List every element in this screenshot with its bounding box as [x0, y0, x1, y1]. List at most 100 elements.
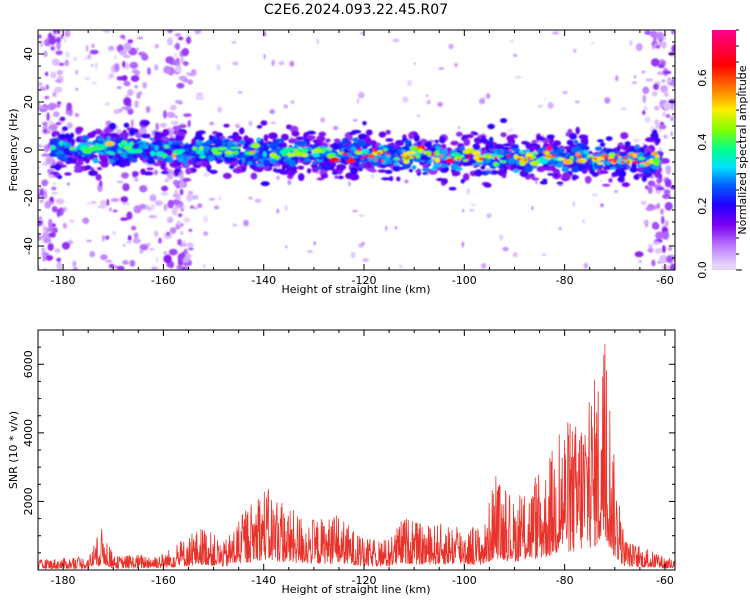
- spectrogram-cell: [50, 35, 56, 40]
- spectrogram-cell: [188, 228, 193, 232]
- spectrogram-cell: [284, 205, 288, 211]
- spectrogram-cell: [583, 262, 589, 269]
- spectrogram-cell: [578, 166, 587, 171]
- spectrogram-xtick-label: -180: [51, 274, 76, 287]
- spectrogram-cell: [624, 141, 631, 147]
- spectrogram-cell: [531, 139, 539, 144]
- spectrogram-cell: [463, 138, 471, 146]
- spectrogram-cell: [139, 249, 144, 254]
- spectrogram-cell: [329, 157, 340, 163]
- spectrogram-cell: [48, 123, 58, 132]
- spectrogram-cell: [320, 148, 326, 154]
- spectrogram-cell: [183, 113, 192, 118]
- spectrogram-cell: [432, 163, 441, 168]
- spectrogram-cell: [134, 100, 139, 108]
- spectrogram-cell: [668, 246, 673, 251]
- spectrogram-cell: [149, 248, 155, 251]
- spectrogram-cell: [366, 143, 371, 147]
- spectrogram-cell: [661, 215, 665, 225]
- spectrogram-cell: [149, 137, 155, 141]
- spectrogram-cell: [122, 260, 129, 265]
- spectrogram-cell: [483, 182, 492, 188]
- spectrogram-cell: [507, 158, 516, 164]
- spectrogram-cell: [487, 123, 495, 130]
- spectrogram-cell: [498, 165, 505, 170]
- spectrogram-cell: [361, 241, 365, 246]
- spectrogram-cell: [480, 135, 487, 139]
- spectrogram-cell: [101, 234, 106, 242]
- spectrogram-cell: [215, 132, 223, 137]
- spectrogram-cell: [536, 136, 545, 141]
- spectrogram-cell: [78, 153, 83, 160]
- spectrogram-cell: [610, 167, 616, 170]
- spectrogram-cell: [257, 153, 265, 160]
- spectrogram-cell: [371, 153, 374, 157]
- spectrogram-cell: [73, 56, 77, 62]
- spectrogram-cell: [247, 161, 253, 165]
- spectrogram-cell: [238, 159, 243, 166]
- spectrogram-cell: [237, 155, 242, 159]
- spectrogram-cell: [57, 101, 62, 105]
- spectrogram-cell: [132, 171, 139, 177]
- spectrogram-cell: [224, 154, 234, 157]
- spectrogram-cell: [394, 226, 398, 230]
- spectrogram-cell: [179, 181, 186, 188]
- spectrogram-cell: [663, 189, 671, 195]
- spectrogram-cell: [112, 157, 119, 161]
- spectrogram-cell: [389, 176, 394, 182]
- spectrogram-cell: [342, 137, 349, 144]
- spectrogram-cell: [177, 131, 186, 137]
- spectrogram-cell: [137, 36, 144, 40]
- spectrogram-cell: [88, 170, 98, 177]
- spectrogram-cell: [260, 181, 270, 187]
- spectrogram-cell: [643, 106, 648, 111]
- spectrogram-cell: [255, 163, 265, 167]
- spectrogram-cell: [120, 196, 129, 203]
- spectrogram-cell: [430, 153, 436, 156]
- spectrogram-cell: [618, 152, 627, 157]
- spectrogram-cell: [159, 122, 167, 128]
- spectrogram-cell: [147, 67, 151, 76]
- spectrogram-cell: [596, 162, 604, 165]
- spectrogram-cell: [633, 160, 638, 164]
- spectrogram-cell: [434, 150, 440, 156]
- spectrogram-cell: [117, 148, 123, 152]
- spectrogram-cell: [420, 156, 424, 160]
- spectrogram-cell: [108, 154, 114, 160]
- spectrogram-cell: [635, 148, 641, 152]
- spectrogram-cell: [633, 75, 637, 79]
- spectrogram-cell: [624, 156, 628, 160]
- spectrogram-cell: [146, 167, 154, 171]
- spectrogram-cell: [140, 119, 150, 126]
- spectrogram-cell: [127, 235, 132, 241]
- spectrogram-cell: [575, 126, 580, 135]
- spectrogram-cell: [639, 173, 646, 177]
- spectrogram-cell: [653, 83, 659, 90]
- spectrogram-cell: [373, 150, 378, 153]
- spectrogram-cell: [172, 149, 183, 155]
- spectrogram-cell: [158, 237, 162, 244]
- spectrogram-cell: [268, 132, 278, 140]
- spectrogram-cell: [208, 197, 216, 201]
- spectrogram-cell: [450, 140, 459, 146]
- spectrogram-cell: [544, 151, 550, 155]
- spectrogram-cell: [325, 138, 331, 143]
- spectrogram-cell: [209, 134, 213, 141]
- spectrogram-cell: [361, 149, 370, 155]
- spectrogram-cell: [89, 49, 99, 55]
- spectrogram-cell: [248, 196, 253, 200]
- spectrogram-cell: [595, 153, 603, 157]
- spectrogram-cell: [102, 30, 111, 33]
- spectrogram-cell: [239, 140, 246, 145]
- spectrogram-cell: [39, 199, 44, 203]
- spectrogram-cell: [355, 150, 362, 155]
- spectrogram-cell: [362, 258, 369, 262]
- spectrogram-cell: [238, 127, 245, 135]
- spectrogram-cell: [621, 182, 630, 188]
- spectrogram-cell: [49, 140, 58, 147]
- spectrogram-cell: [276, 208, 280, 214]
- spectrogram-cell: [489, 136, 494, 143]
- spectrogram-cell: [209, 121, 215, 126]
- spectrogram-cell: [407, 79, 413, 87]
- spectrogram-cell: [89, 250, 96, 258]
